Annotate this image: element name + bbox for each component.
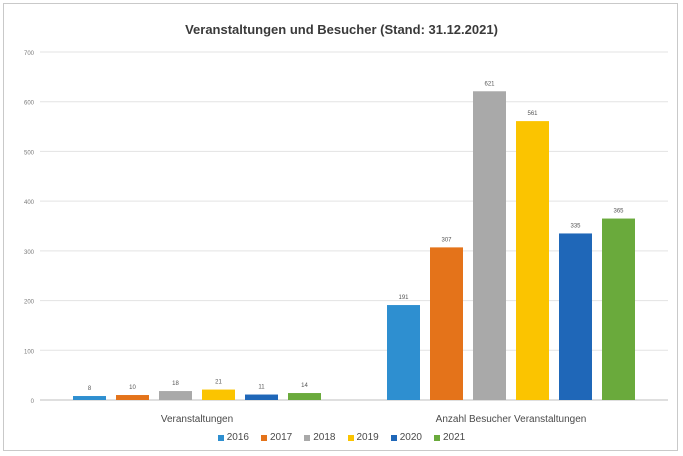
bar — [602, 218, 635, 400]
data-label: 11 — [258, 385, 265, 391]
y-tick-label: 300 — [24, 250, 35, 256]
bar — [473, 91, 506, 400]
y-tick-label: 100 — [24, 349, 35, 355]
bar — [288, 393, 321, 400]
legend-label: 2017 — [270, 432, 293, 443]
chart-legend: 2016 2017 2018 2019 2020 2021 — [0, 432, 683, 443]
bar — [516, 121, 549, 401]
data-label: 561 — [527, 111, 538, 117]
legend-label: 2019 — [356, 432, 379, 443]
legend-swatch — [434, 434, 440, 441]
data-label: 8 — [88, 386, 92, 392]
bar — [202, 389, 235, 400]
bar — [245, 394, 278, 400]
legend-item: 2018 — [304, 432, 336, 443]
y-tick-label: 0 — [31, 399, 35, 405]
legend-item: 2019 — [347, 432, 379, 443]
data-label: 365 — [613, 209, 624, 215]
legend-swatch — [261, 434, 267, 441]
legend-label: 2018 — [313, 432, 336, 443]
data-label: 335 — [570, 223, 581, 229]
x-tick-label: Veranstaltungen — [161, 414, 233, 425]
legend-label: 2021 — [443, 432, 466, 443]
bar — [116, 395, 149, 400]
data-label: 621 — [484, 81, 495, 87]
y-tick-label: 700 — [24, 51, 35, 57]
legend-swatch — [217, 434, 224, 441]
x-tick-label: Anzahl Besucher Veranstaltungen — [436, 414, 587, 425]
legend-label: 2016 — [226, 432, 249, 443]
bar — [73, 396, 106, 400]
data-label: 18 — [172, 381, 179, 387]
data-label: 191 — [398, 295, 409, 301]
bar — [430, 247, 463, 400]
legend-label: 2020 — [399, 432, 422, 443]
chart-title: Veranstaltungen und Besucher (Stand: 31.… — [185, 22, 498, 37]
data-label: 14 — [301, 383, 308, 389]
legend-swatch — [347, 434, 354, 441]
legend-item: 2021 — [434, 432, 465, 443]
legend-swatch — [304, 434, 311, 441]
legend-item: 2020 — [390, 432, 422, 443]
legend-swatch — [390, 434, 397, 441]
bar — [387, 305, 420, 400]
data-label: 307 — [441, 237, 452, 243]
y-tick-label: 200 — [24, 300, 35, 306]
data-label: 21 — [215, 380, 222, 386]
bar — [159, 391, 192, 400]
bar — [559, 233, 592, 400]
y-tick-label: 600 — [24, 101, 35, 107]
data-label: 10 — [129, 385, 136, 391]
y-tick-label: 500 — [24, 150, 35, 156]
legend-item: 2017 — [261, 432, 292, 443]
legend-item: 2016 — [217, 432, 249, 443]
y-tick-label: 400 — [24, 200, 35, 206]
